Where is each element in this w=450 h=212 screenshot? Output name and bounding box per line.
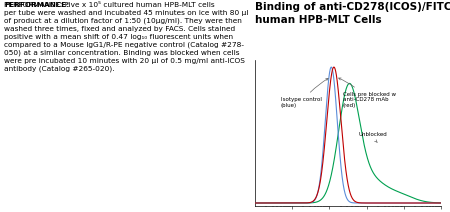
Text: PERFORMANCE:: PERFORMANCE:	[4, 2, 70, 8]
Text: Binding of anti-CD278(ICOS)/FITC to
human HPB-MLT Cells: Binding of anti-CD278(ICOS)/FITC to huma…	[255, 2, 450, 25]
Text: PERFORMANCE: Five x 10⁵ cultured human HPB-MLT cells
per tube were washed and in: PERFORMANCE: Five x 10⁵ cultured human H…	[4, 2, 249, 72]
